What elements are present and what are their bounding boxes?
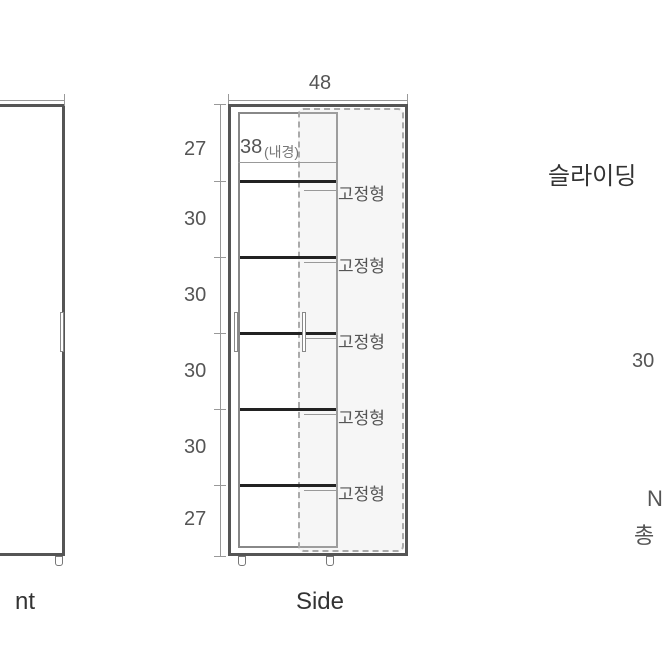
shelf-5-leader	[304, 490, 336, 491]
side-shelf-5	[240, 484, 336, 487]
right-text-total: 총	[634, 518, 654, 550]
side-shelf-2	[240, 256, 336, 259]
shelf-2-leader	[304, 262, 336, 263]
side-shelf-3-label: 고정형	[338, 328, 385, 353]
side-shelf-4-label: 고정형	[338, 404, 385, 429]
shelf-3-leader	[304, 338, 336, 339]
side-shelf-1-label: 고정형	[338, 180, 385, 205]
shelf-1-leader	[304, 190, 336, 191]
side-left-dim-5: 27	[184, 508, 206, 531]
side-handle-left	[234, 312, 238, 352]
side-left-tick-6	[214, 556, 226, 557]
front-cabinet-outline	[0, 104, 65, 556]
side-left-dim-1: 30	[184, 208, 206, 231]
side-shelf-5-label: 고정형	[338, 480, 385, 505]
side-inner-dim-note: (내경)	[264, 142, 299, 162]
front-caster	[55, 556, 63, 566]
side-left-dim-4: 30	[184, 436, 206, 459]
side-left-tick-4	[214, 409, 226, 410]
front-top-dim-line	[0, 100, 65, 101]
side-left-tick-1	[214, 181, 226, 182]
side-inner-dim-value: 38	[240, 136, 262, 159]
side-left-tick-3	[214, 333, 226, 334]
front-view-title: nt	[0, 588, 55, 616]
right-heading: 슬라이딩	[548, 156, 636, 191]
side-left-dim-0: 27	[184, 138, 206, 161]
side-shelf-1	[240, 180, 336, 183]
front-top-tick-r	[64, 94, 65, 106]
side-top-dim-line	[228, 100, 408, 101]
right-dim-30: 30	[632, 350, 654, 373]
right-text-n: N	[647, 486, 663, 512]
side-left-dim-2: 30	[184, 284, 206, 307]
side-shelf-3	[240, 332, 336, 335]
shelf-4-leader	[304, 414, 336, 415]
side-left-tick-0	[214, 104, 226, 105]
side-caster-r	[326, 556, 334, 566]
front-handle	[60, 312, 64, 352]
side-top-dim: 48	[300, 72, 340, 95]
side-left-tick-2	[214, 257, 226, 258]
side-caster-l	[238, 556, 246, 566]
side-left-dim-3: 30	[184, 360, 206, 383]
side-left-tick-5	[214, 485, 226, 486]
side-handle-right	[302, 312, 306, 352]
side-inner-dim-line	[238, 162, 338, 163]
side-shelf-2-label: 고정형	[338, 252, 385, 277]
side-shelf-4	[240, 408, 336, 411]
side-view-title: Side	[280, 588, 360, 616]
side-left-dim-axis	[220, 104, 221, 556]
